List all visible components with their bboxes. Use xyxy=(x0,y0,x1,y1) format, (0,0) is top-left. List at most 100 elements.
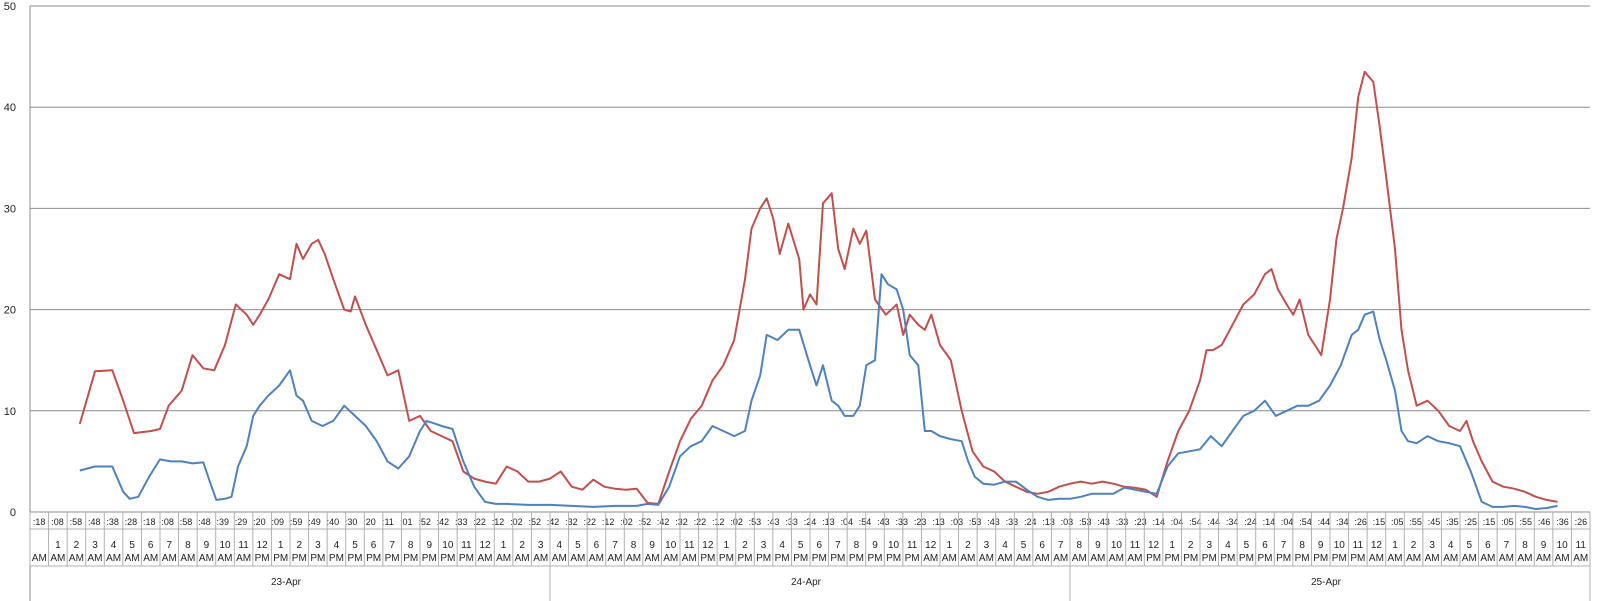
x-ampm-label: PM xyxy=(1258,553,1273,564)
x-minute-label: :26 xyxy=(1354,517,1367,527)
x-hour-label: 3 xyxy=(1207,540,1213,551)
x-ampm-label: AM xyxy=(626,553,641,564)
x-ampm-label: PM xyxy=(1350,553,1365,564)
x-hour-label: 8 xyxy=(1522,540,1528,551)
x-hour-label: 11 xyxy=(907,540,918,551)
x-ampm-label: AM xyxy=(50,553,65,564)
x-hour-label: 5 xyxy=(129,540,135,551)
x-hour-label: 6 xyxy=(594,540,600,551)
x-minute-label: :38 xyxy=(106,517,119,527)
x-minute-label: :45 xyxy=(1428,517,1441,527)
x-hour-label: 5 xyxy=(352,540,358,551)
x-hour-label: 10 xyxy=(1111,540,1123,551)
x-minute-label: :48 xyxy=(198,517,211,527)
x-minute-label: :55 xyxy=(1520,517,1533,527)
x-minute-label: :18 xyxy=(33,517,46,527)
x-minute-label: :04 xyxy=(1171,517,1184,527)
x-ampm-label: AM xyxy=(589,553,604,564)
x-ampm-label: PM xyxy=(886,553,901,564)
series-line-2 xyxy=(79,273,1558,510)
x-ampm-label: AM xyxy=(1406,553,1421,564)
x-minute-label: :12 xyxy=(712,517,725,527)
x-ampm-label: AM xyxy=(1443,553,1458,564)
x-hour-label: 7 xyxy=(1504,540,1510,551)
x-hour-label: 9 xyxy=(427,540,433,551)
x-ampm-label: PM xyxy=(700,553,715,564)
x-ampm-label: PM xyxy=(1276,553,1291,564)
x-hour-label: 11 xyxy=(1576,540,1587,551)
x-ampm-label: PM xyxy=(366,553,381,564)
x-minute-label: :46 xyxy=(1538,517,1551,527)
x-ampm-label: PM xyxy=(255,553,270,564)
y-tick-label: 20 xyxy=(4,305,16,317)
gridlines xyxy=(30,5,1590,412)
x-minute-label: :43 xyxy=(987,517,1000,527)
x-minute-label: :39 xyxy=(216,517,229,527)
x-ampm-label: PM xyxy=(1165,553,1180,564)
x-hour-label: 3 xyxy=(761,540,767,551)
x-ampm-label: AM xyxy=(1053,553,1068,564)
x-hour-label: 7 xyxy=(1058,540,1064,551)
x-hour-label: 1 xyxy=(501,540,507,551)
x-hour-label: 2 xyxy=(74,540,80,551)
x-hour-label: 6 xyxy=(1039,540,1045,551)
x-hour-label: 12 xyxy=(479,540,491,551)
x-ampm-label: AM xyxy=(979,553,994,564)
x-minute-label: :22 xyxy=(584,517,597,527)
x-hour-label: 10 xyxy=(219,540,231,551)
x-minute-label: :54 xyxy=(859,517,872,527)
x-hour-label: 12 xyxy=(1371,540,1383,551)
x-ampm-label: AM xyxy=(1388,553,1403,564)
x-ampm-label: PM xyxy=(1332,553,1347,564)
x-ampm-label: PM xyxy=(830,553,845,564)
y-axis: 0 10 20 30 40 50 xyxy=(4,1,31,601)
x-hour-label: 5 xyxy=(798,540,804,551)
x-hour-label: 11 xyxy=(1130,540,1141,551)
x-minute-label: :05 xyxy=(1501,517,1514,527)
x-minute-label: :52 xyxy=(418,517,431,527)
x-minute-label: :09 xyxy=(272,517,285,527)
x-ampm-label: AM xyxy=(1109,553,1124,564)
x-minute-label: :32 xyxy=(675,517,688,527)
x-hour-label: 5 xyxy=(1244,540,1250,551)
x-day-label: 23-Apr xyxy=(271,577,302,588)
x-ampm-label: PM xyxy=(1146,553,1161,564)
x-ampm-label: AM xyxy=(88,553,103,564)
x-ampm-label: PM xyxy=(1220,553,1235,564)
x-minute-label: :42 xyxy=(437,517,450,527)
x-minute-label: :02 xyxy=(730,517,743,527)
x-hour-label: 10 xyxy=(1334,540,1346,551)
x-minute-label: :03 xyxy=(1061,517,1074,527)
x-ampm-label: PM xyxy=(1313,553,1328,564)
x-hour-label: 11 xyxy=(1353,540,1364,551)
x-ampm-label: AM xyxy=(162,553,177,564)
x-ampm-label: PM xyxy=(440,553,455,564)
x-minute-label: :44 xyxy=(1318,517,1331,527)
x-ampm-label: AM xyxy=(1573,553,1588,564)
x-ampm-label: AM xyxy=(663,553,678,564)
x-minute-label: :33 xyxy=(1116,517,1129,527)
x-ampm-label: AM xyxy=(1016,553,1031,564)
x-ampm-label: PM xyxy=(775,553,790,564)
x-ampm-label: PM xyxy=(348,553,363,564)
x-minute-label: :33 xyxy=(455,517,468,527)
x-ampm-label: AM xyxy=(552,553,567,564)
x-minute-label: :23 xyxy=(914,517,927,527)
x-minute-label: :58 xyxy=(70,517,83,527)
x-ampm-label: PM xyxy=(292,553,307,564)
x-hour-label: 9 xyxy=(1541,540,1547,551)
x-hour-label: 10 xyxy=(442,540,454,551)
x-minute-label: :52 xyxy=(639,517,652,527)
x-hour-label: 9 xyxy=(649,540,655,551)
x-minute-label: :54 xyxy=(1189,517,1202,527)
x-ampm-label: AM xyxy=(960,553,975,564)
x-minute-label: :44 xyxy=(1208,517,1221,527)
x-hour-label: 9 xyxy=(872,540,878,551)
x-minute-label: :03 xyxy=(951,517,964,527)
x-ampm-label: AM xyxy=(1369,553,1384,564)
x-hour-label: 11 xyxy=(238,540,249,551)
x-minute-label: :42 xyxy=(547,517,560,527)
y-tick-label: 50 xyxy=(4,1,16,13)
x-ampm-label: PM xyxy=(329,553,344,564)
x-minute-label: :23 xyxy=(1134,517,1147,527)
